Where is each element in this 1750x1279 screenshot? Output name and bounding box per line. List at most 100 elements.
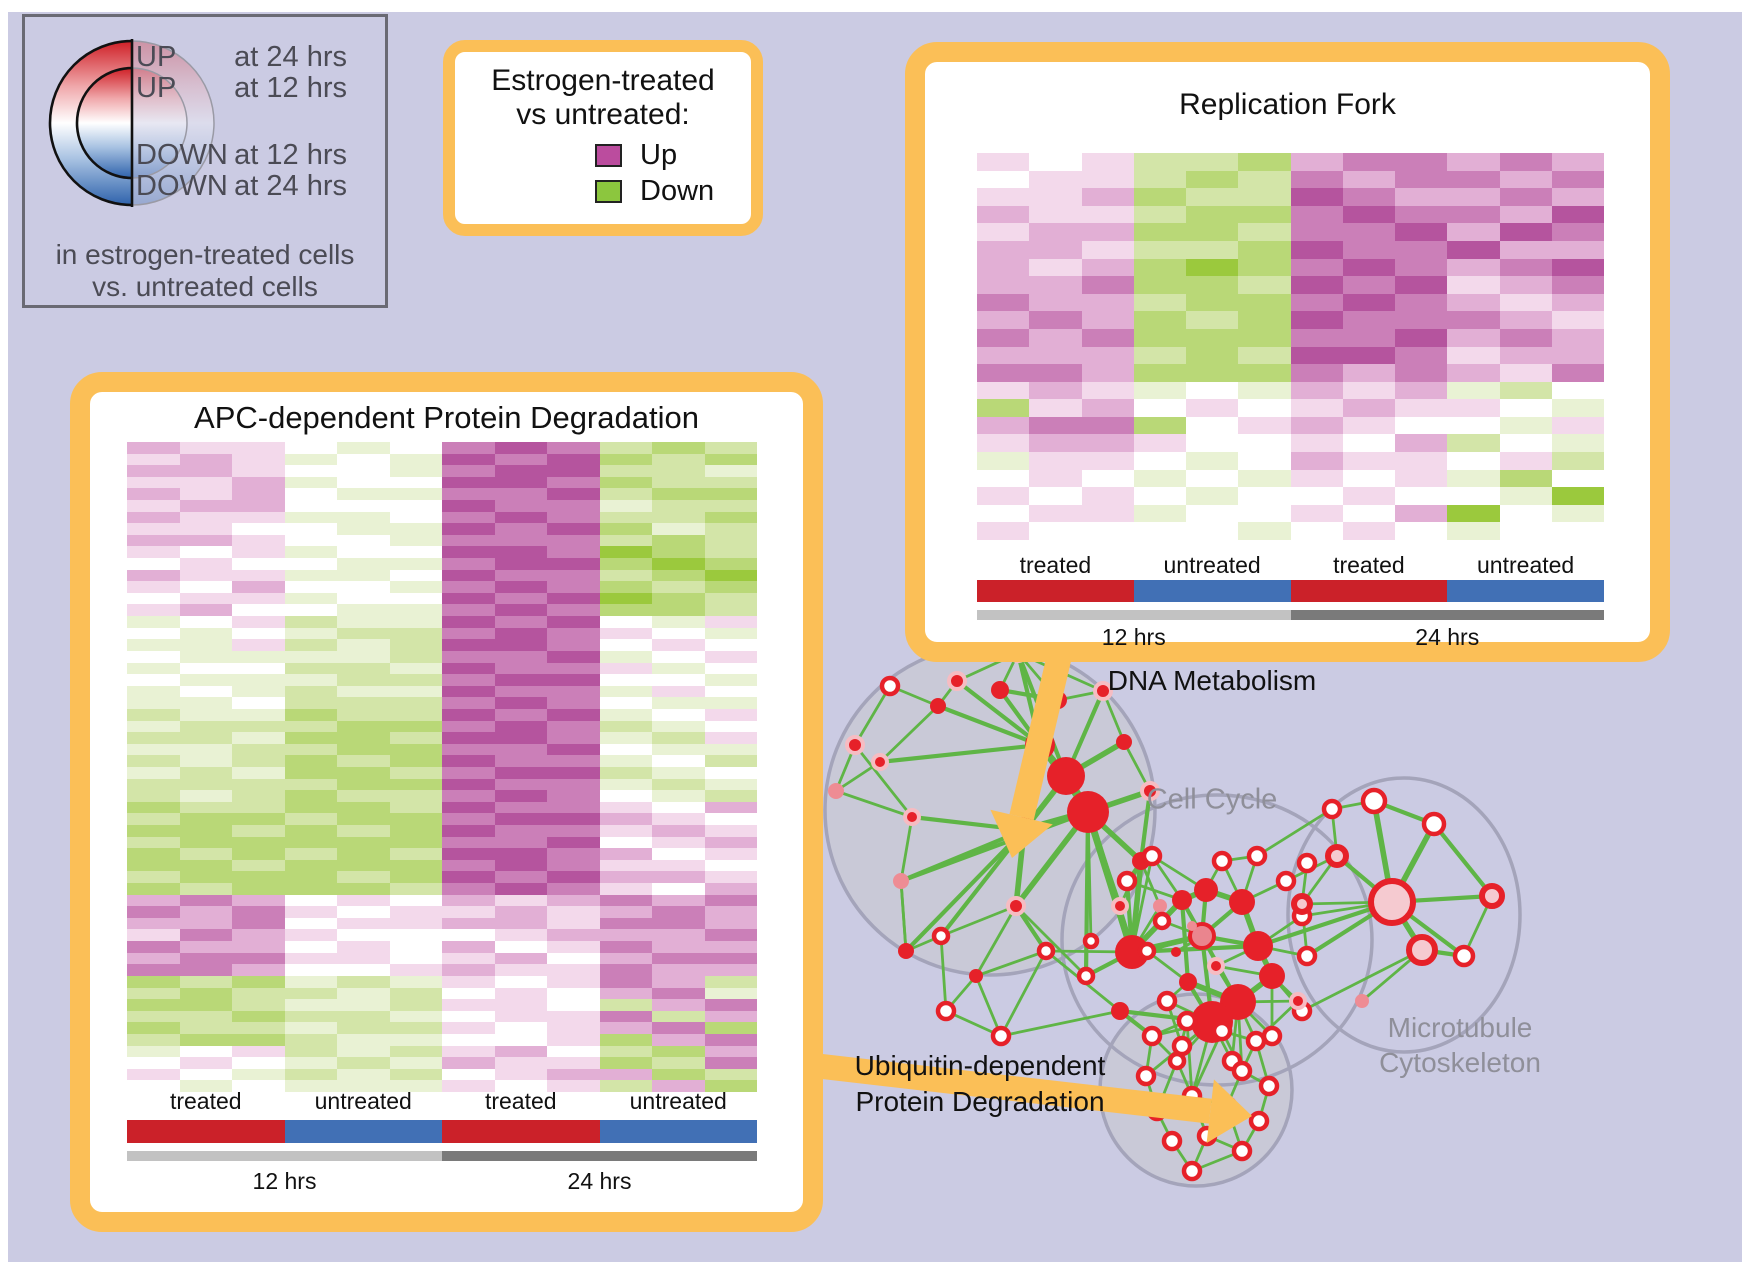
network-edge — [939, 904, 1018, 938]
legend-up-24-dir: UP — [136, 41, 176, 73]
heatmap-cell — [1395, 223, 1448, 241]
heatmap-cell — [232, 999, 285, 1011]
heatmap-cell — [1133, 346, 1186, 365]
heatmap-cell — [442, 465, 495, 477]
heatmap-cell — [127, 825, 180, 837]
heatmap-cell — [1499, 240, 1552, 259]
network-edge — [974, 949, 1048, 978]
heatmap-cell — [652, 825, 705, 837]
gene-node — [1207, 957, 1225, 975]
heatmap-cell — [494, 732, 547, 744]
heatmap-cell — [652, 569, 705, 582]
heatmap-cell — [127, 569, 180, 582]
heatmap-cell — [704, 639, 757, 651]
heatmap-cell — [232, 708, 285, 721]
heatmap-cell — [547, 1022, 600, 1034]
heatmap-cell — [547, 1068, 600, 1081]
heatmap-cell — [599, 848, 652, 860]
heatmap-cell — [1499, 153, 1552, 171]
heatmap-cell — [442, 639, 495, 651]
heatmap-cell — [547, 581, 600, 593]
heatmap-cell — [1395, 434, 1448, 453]
heatmap-cell — [337, 766, 390, 779]
heatmap-cell — [1133, 364, 1186, 382]
heatmap-cell — [547, 871, 600, 884]
heatmap-cell — [1551, 153, 1604, 171]
heatmap-cell — [127, 674, 180, 686]
heatmap-cell — [337, 1022, 390, 1034]
apc-group-label-1: untreated — [314, 1088, 412, 1114]
heatmap-cell — [1186, 205, 1239, 224]
heatmap-cell — [704, 558, 757, 570]
heatmap-cell — [179, 697, 232, 709]
heatmap-cell — [704, 929, 757, 942]
rf-time-labels: 12 hrs 24 hrs — [977, 624, 1604, 654]
heatmap-cell — [1081, 487, 1134, 505]
heatmap-cell — [442, 592, 495, 605]
ubiquitin-label-line1: Ubiquitin-dependent — [854, 1050, 1106, 1081]
heatmap-cell — [547, 790, 600, 802]
heatmap-cell — [547, 685, 600, 698]
heatmap-cell — [704, 1033, 757, 1046]
heatmap-cell — [337, 883, 390, 895]
heatmap-cell — [652, 743, 705, 756]
apc-condition-labels: treated untreated treated untreated — [127, 1088, 757, 1116]
heatmap-cell — [179, 685, 232, 698]
heatmap-cell — [599, 1033, 652, 1046]
heatmap-cell — [1081, 170, 1134, 189]
network-edge — [974, 974, 1003, 1038]
heatmap-cell — [232, 465, 285, 477]
heatmap-cell — [284, 987, 337, 1000]
legend-item-down: Down — [595, 175, 714, 207]
network-edge — [999, 1009, 1122, 1038]
heatmap-cell — [547, 1045, 600, 1058]
heatmap-cell — [599, 917, 652, 930]
legend-up-12-time: at 12 hrs — [234, 72, 347, 104]
heatmap-cell — [704, 662, 757, 675]
gene-node — [1076, 966, 1096, 986]
heatmap-cell — [1499, 205, 1552, 224]
heatmap-cell — [1081, 416, 1134, 435]
heatmap-cell — [442, 442, 495, 454]
heatmap-cell — [1551, 205, 1604, 224]
heatmap-cell — [652, 442, 705, 454]
heatmap-cell — [1081, 469, 1134, 488]
heatmap-cell — [547, 894, 600, 907]
heatmap-cell — [337, 801, 390, 814]
gene-node — [1152, 911, 1172, 931]
heatmap-cell — [284, 616, 337, 628]
heatmap-cell — [337, 975, 390, 988]
heatmap-cell — [1133, 399, 1186, 417]
heatmap-cell — [1290, 452, 1343, 470]
heatmap-cell — [547, 1010, 600, 1023]
heatmap-cell — [127, 801, 180, 814]
heatmap-cell — [1342, 487, 1395, 505]
heatmap-cell — [127, 465, 180, 477]
up-label: Up — [640, 138, 678, 171]
heatmap-cell — [179, 627, 232, 640]
heatmap-cell — [389, 848, 442, 860]
heatmap-cell — [1551, 311, 1604, 329]
heatmap-cell — [977, 328, 1030, 347]
heatmap-cell — [547, 848, 600, 860]
heatmap-cell — [494, 511, 547, 524]
heatmap-cell — [284, 755, 337, 767]
heatmap-cell — [547, 697, 600, 709]
heatmap-cell — [1186, 276, 1239, 294]
heatmap-cell — [337, 476, 390, 489]
heatmap-cell — [1186, 487, 1239, 505]
heatmap-cell — [442, 987, 495, 1000]
heatmap-cell — [547, 616, 600, 628]
heatmap-cell — [1395, 469, 1448, 488]
heatmap-cell — [232, 488, 285, 501]
network-edge — [878, 704, 940, 764]
heatmap-cell — [232, 871, 285, 884]
heatmap-cell — [652, 836, 705, 849]
heatmap-cell — [127, 975, 180, 988]
heatmap-cell — [1186, 469, 1239, 488]
heatmap-cell — [337, 743, 390, 756]
heatmap-cell — [232, 755, 285, 767]
heatmap-cell — [977, 469, 1030, 488]
heatmap-cell — [232, 546, 285, 559]
